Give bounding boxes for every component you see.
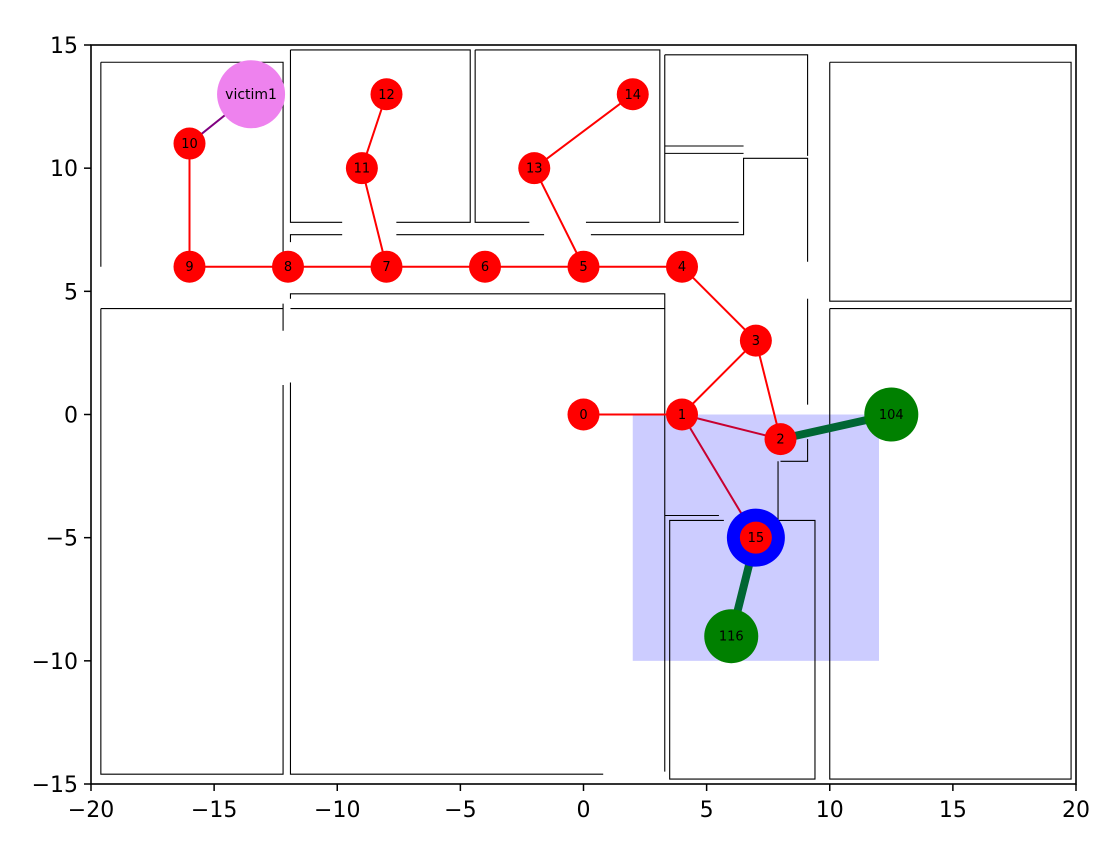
- wall-segment: [590, 157, 809, 262]
- edge-3-4: [681, 265, 757, 342]
- node-marker: [666, 398, 698, 431]
- node-marker: [370, 78, 403, 111]
- node-label: 1: [678, 408, 686, 423]
- node-marker: [616, 78, 649, 111]
- node-label: 4: [678, 260, 686, 275]
- node-label: 14: [624, 88, 641, 103]
- node-label: 5: [579, 260, 587, 275]
- y-tick-label: −10: [32, 650, 78, 675]
- node-label: 12: [378, 88, 395, 103]
- x-tick-label: −10: [314, 798, 360, 823]
- node-label: 10: [181, 137, 198, 152]
- x-tick-label: 15: [939, 798, 967, 823]
- node-104: 104: [864, 387, 919, 442]
- x-tick-label: −5: [444, 798, 476, 823]
- y-tick-label: 5: [64, 280, 78, 305]
- y-tick-label: 10: [50, 157, 78, 182]
- node-marker: [739, 521, 772, 554]
- node-marker: [704, 609, 759, 664]
- wall-segment: [289, 293, 666, 772]
- node-label: 11: [354, 162, 371, 177]
- y-tick-label: −5: [46, 527, 78, 552]
- wall-segment: [829, 308, 1072, 780]
- y-tick-label: 15: [50, 34, 78, 59]
- wall-segment: [829, 61, 1072, 302]
- edge-1-2: [681, 413, 782, 441]
- node-label: 104: [879, 408, 904, 423]
- x-tick-label: −15: [191, 798, 237, 823]
- node-marker: [567, 250, 600, 283]
- walls-layer: [100, 49, 1072, 780]
- node-label: 116: [719, 630, 744, 645]
- wall-segment: [100, 61, 284, 257]
- wall-segment: [475, 49, 661, 223]
- node-6: 6: [469, 250, 501, 283]
- wall-segment: [474, 49, 530, 223]
- node-label: 2: [776, 433, 784, 448]
- node-5: 5: [567, 250, 600, 283]
- node-marker: [518, 152, 551, 185]
- wall-segment: [780, 439, 809, 462]
- node-marker: [272, 250, 304, 283]
- node-9: 9: [173, 250, 206, 283]
- node-marker: [739, 324, 772, 357]
- edge-13-14: [533, 93, 634, 170]
- node-116: 116: [704, 609, 759, 664]
- node-label: 7: [382, 260, 390, 275]
- node-10: 10: [173, 127, 206, 160]
- node-marker: [173, 250, 206, 283]
- node-1: 1: [666, 398, 698, 431]
- y-tick-label: 0: [64, 404, 78, 429]
- edge-1-3: [681, 339, 757, 416]
- x-tick-label: 5: [700, 798, 714, 823]
- node-13: 13: [518, 152, 551, 185]
- wall-segment: [664, 54, 809, 156]
- node-label: 15: [748, 531, 765, 546]
- node-marker: [864, 387, 919, 442]
- node-12: 12: [370, 78, 403, 111]
- node-8: 8: [272, 250, 304, 283]
- node-14: 14: [616, 78, 649, 111]
- x-tick-label: 20: [1062, 798, 1090, 823]
- node-marker: [666, 250, 698, 283]
- wall-segment: [289, 49, 343, 223]
- node-label: 6: [481, 260, 489, 275]
- node-marker: [217, 60, 286, 129]
- node-15: 15: [726, 508, 785, 567]
- edge-7-11: [360, 167, 388, 268]
- node-3: 3: [739, 324, 772, 357]
- y-tick-label: −15: [32, 773, 78, 798]
- x-tick-label: 10: [816, 798, 844, 823]
- x-tick-label: −20: [68, 798, 114, 823]
- x-tick-label: 0: [577, 798, 591, 823]
- wall-segment: [289, 234, 343, 243]
- node-4: 4: [666, 250, 698, 283]
- node-label: 9: [185, 260, 193, 275]
- node-label: 13: [526, 162, 543, 177]
- edge-3-2: [754, 339, 782, 441]
- node-marker: [370, 250, 403, 283]
- node-label: victim1: [225, 87, 277, 103]
- node-11: 11: [345, 152, 378, 185]
- node-marker: [567, 398, 600, 431]
- node-marker: [345, 152, 378, 185]
- edge-5-13: [533, 167, 585, 268]
- wall-segment: [290, 49, 471, 223]
- wall-segment: [664, 54, 739, 223]
- node-marker: [469, 250, 501, 283]
- wall-segment: [289, 382, 604, 775]
- wall-segment: [100, 308, 284, 775]
- node-0: 0: [567, 398, 600, 431]
- node-victim1: victim1: [217, 60, 286, 129]
- node-label: 3: [752, 334, 760, 349]
- node-label: 8: [284, 260, 292, 275]
- node-7: 7: [370, 250, 403, 283]
- node-marker: [173, 127, 206, 160]
- node-2: 2: [764, 423, 797, 456]
- node-label: 0: [579, 408, 587, 423]
- node-marker: [764, 423, 797, 456]
